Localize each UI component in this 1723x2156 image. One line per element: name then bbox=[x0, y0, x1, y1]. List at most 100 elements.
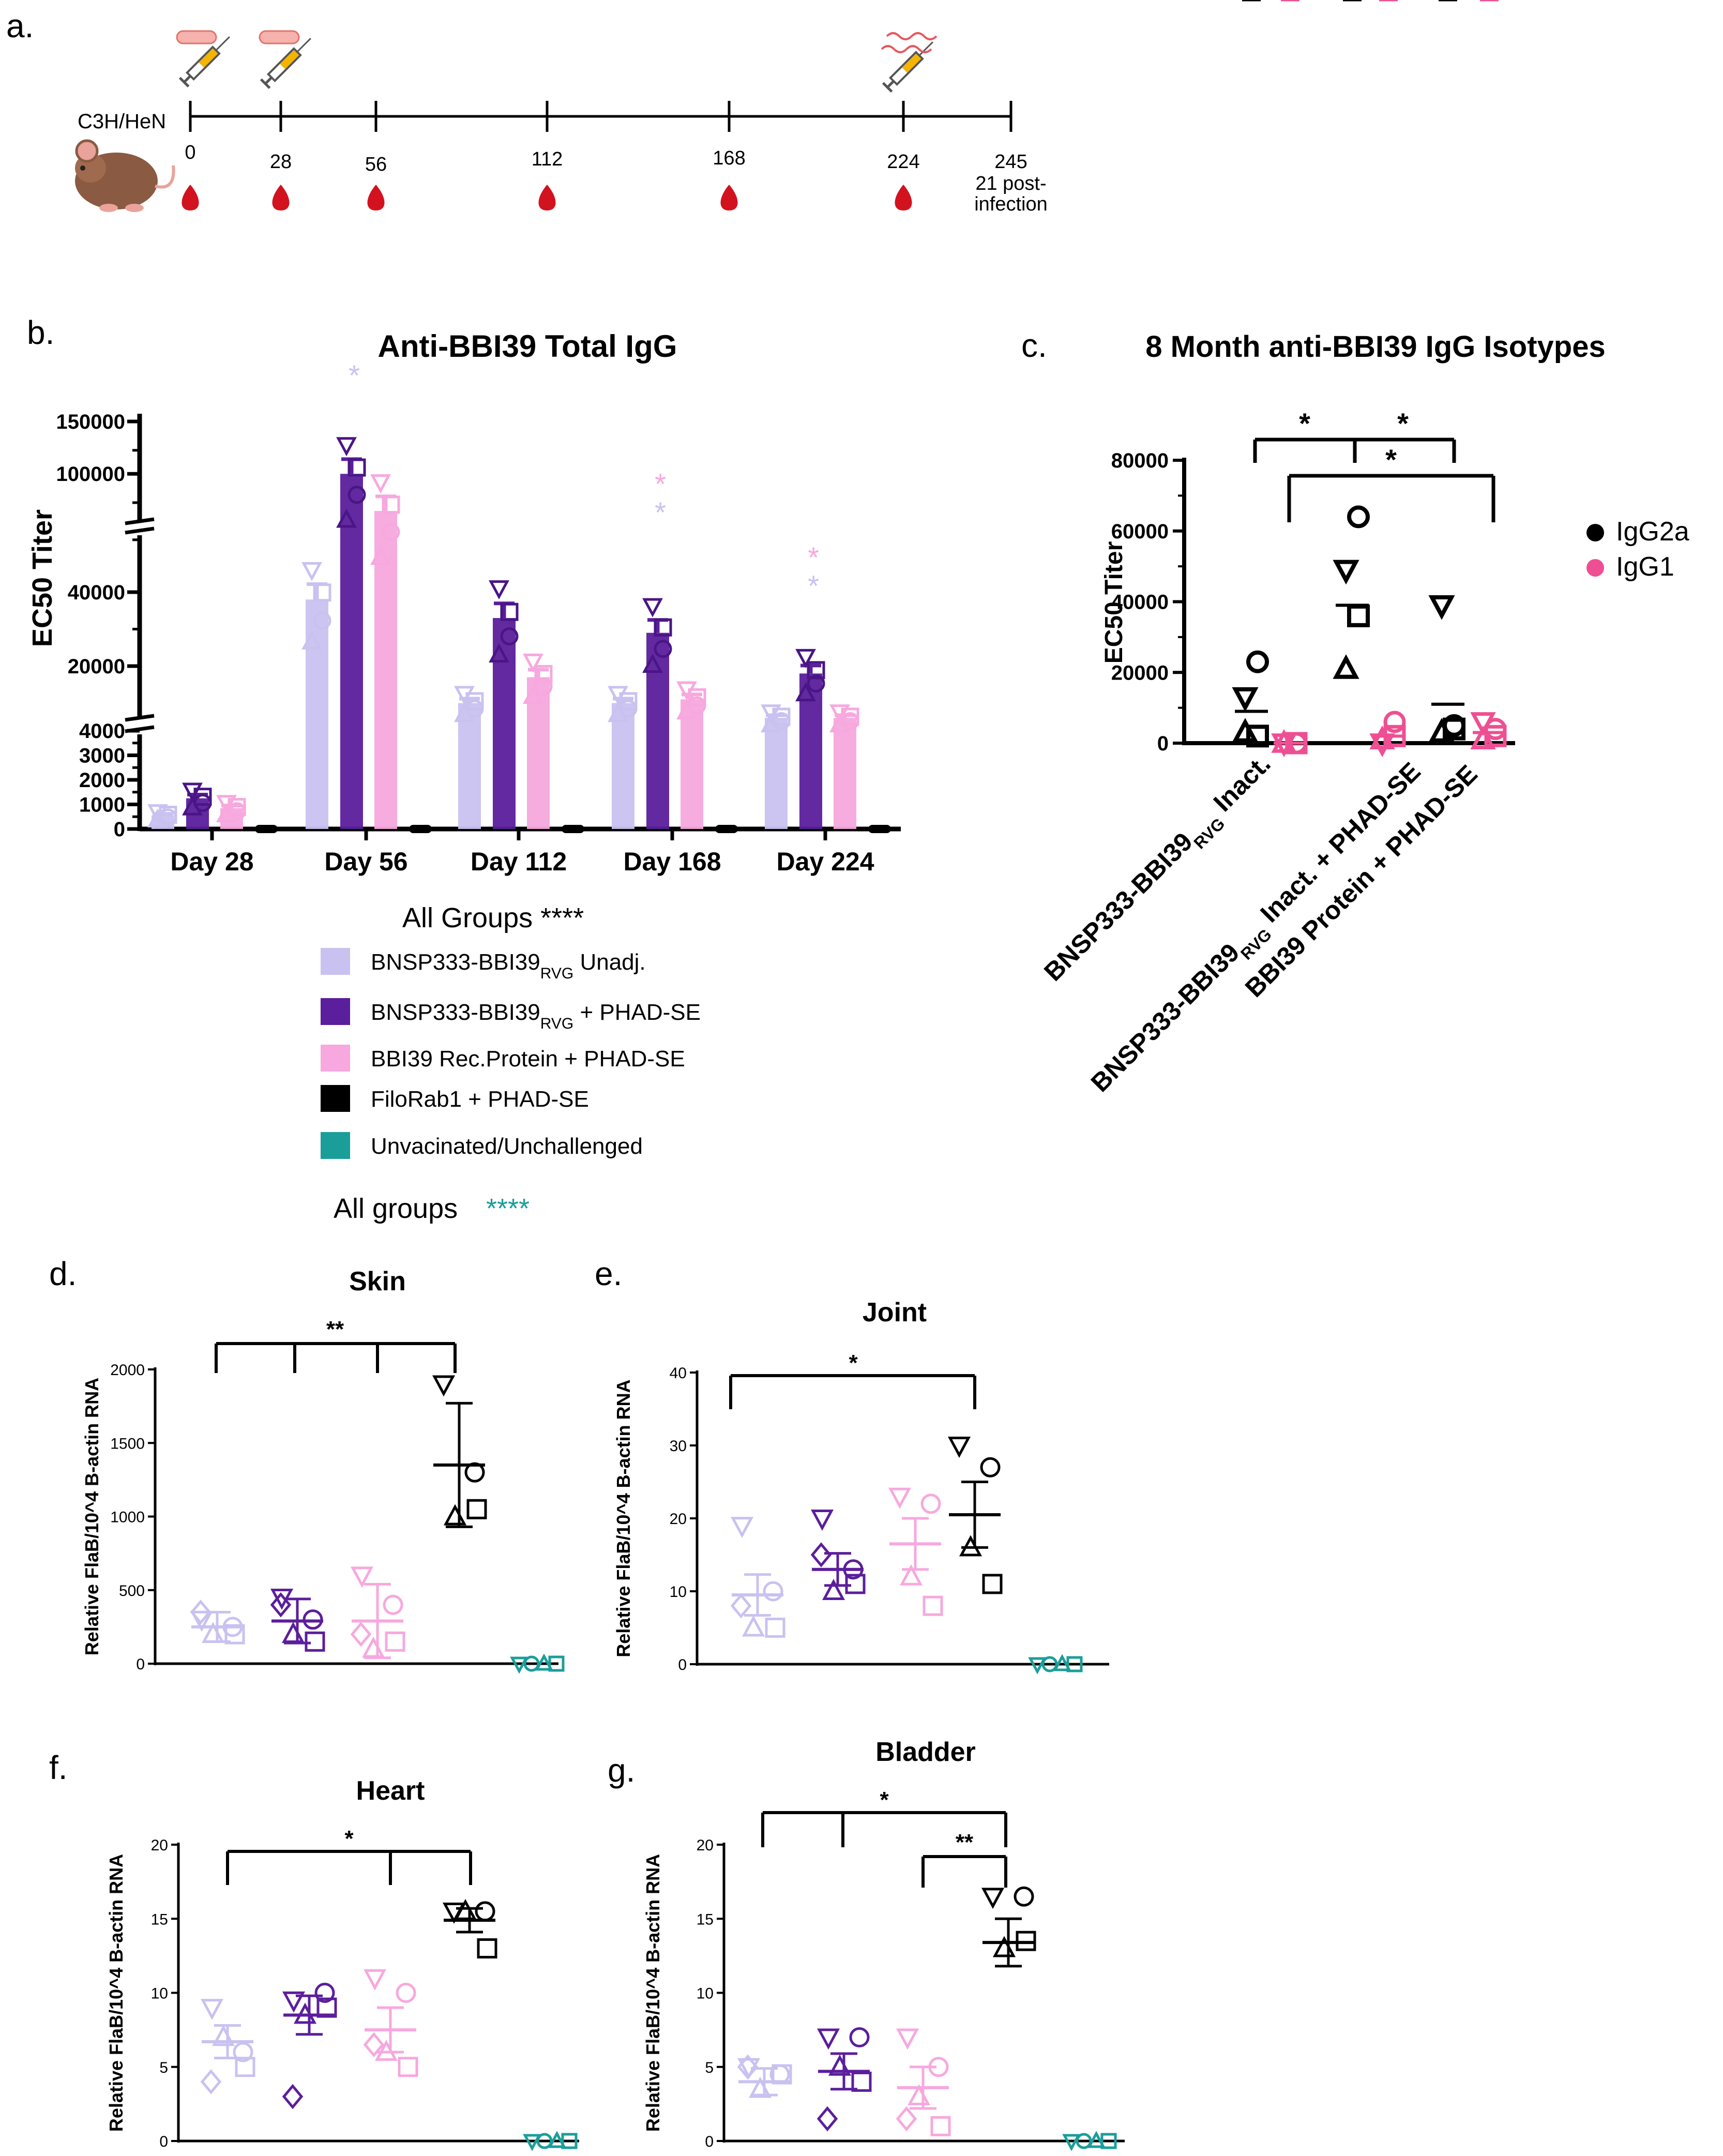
chart-b-point bbox=[182, 782, 203, 802]
chart-e-point bbox=[923, 1595, 943, 1616]
chart-d-point bbox=[305, 1631, 325, 1652]
chart-g-point bbox=[748, 2076, 772, 2098]
chart-f-point bbox=[314, 1983, 335, 2003]
chart-c-legend-dot bbox=[1586, 559, 1604, 577]
chart-f-point bbox=[293, 2002, 317, 2024]
chart-g-point bbox=[928, 2057, 949, 2077]
chart-d-point bbox=[350, 1566, 374, 1588]
legend-label: FiloRab1 + PHAD-SE bbox=[371, 1087, 589, 1112]
chart-f-point bbox=[477, 1938, 497, 1959]
chart-b-ytick-label: 4000 bbox=[79, 720, 125, 743]
chart-e-point bbox=[1053, 1654, 1071, 1671]
chart-e-point bbox=[888, 1487, 912, 1509]
chart-b-bar-filorab bbox=[868, 825, 891, 833]
chart-g-point bbox=[817, 2106, 838, 2132]
chart-b-significance-star: * bbox=[349, 359, 360, 391]
chart-b-bar-filorab bbox=[715, 825, 738, 833]
strain-label: C3H/HeN bbox=[78, 110, 166, 133]
chart-g-ytick-label: 5 bbox=[705, 2059, 714, 2076]
chart-e-point bbox=[982, 1574, 1003, 1594]
chart-b-point bbox=[608, 686, 628, 705]
chart-c-ylabel: EC50 Titer bbox=[1100, 541, 1128, 664]
chart-f-point bbox=[233, 2042, 253, 2062]
chart-c-category-label: BBI39 Protein + PHAD-SE bbox=[1240, 759, 1483, 1003]
bacteria-icon bbox=[259, 30, 300, 44]
chart-b-ytick-label: 100000 bbox=[56, 463, 125, 486]
blood-drop-icon bbox=[895, 185, 912, 210]
blood-drop-icon bbox=[182, 185, 199, 210]
chart-d-point bbox=[350, 1621, 372, 1647]
all-groups-label-2: All groups bbox=[334, 1193, 458, 1224]
chart-c-point bbox=[1232, 687, 1259, 712]
chart-b-point bbox=[465, 692, 484, 711]
chart-e-point bbox=[822, 1579, 845, 1600]
chart-d-point bbox=[281, 1622, 305, 1644]
chart-g-point bbox=[1076, 2133, 1092, 2149]
chart-b-point bbox=[370, 474, 391, 494]
chart-c-ytick-label: 80000 bbox=[1111, 449, 1169, 472]
chart-b-xtick-label: Day 224 bbox=[776, 847, 874, 876]
chart-b-bar-filorab bbox=[409, 825, 432, 833]
chart-c-category-label: BNSP333-BBI39RVG Inact. + PHAD-SE bbox=[1085, 757, 1431, 1103]
chart-d-point bbox=[548, 1655, 565, 1672]
chart-d-point bbox=[190, 1600, 211, 1625]
blood-drop-icon bbox=[367, 185, 385, 210]
chart-c-point bbox=[1333, 654, 1359, 679]
chart-e-title: Joint bbox=[863, 1298, 927, 1328]
chart-f-point bbox=[561, 2133, 578, 2149]
chart-b-point bbox=[159, 806, 177, 824]
chart-b-point bbox=[216, 803, 237, 822]
chart-b-point bbox=[534, 665, 553, 683]
chart-g-point bbox=[828, 2054, 852, 2076]
chart-b-ytick-label: 40000 bbox=[68, 581, 125, 604]
chart-g-point bbox=[1087, 2131, 1106, 2148]
mouse-icon bbox=[75, 139, 175, 212]
chart-f-point bbox=[374, 2040, 398, 2061]
chart-b-point bbox=[761, 704, 781, 724]
chart-d-ytick-label: 500 bbox=[119, 1582, 145, 1600]
chart-f-point bbox=[475, 1901, 495, 1922]
chart-b-point bbox=[807, 661, 825, 680]
chart-g-point bbox=[896, 2028, 919, 2050]
chart-b-bar bbox=[458, 703, 481, 829]
chart-e-ytick-label: 20 bbox=[670, 1511, 687, 1528]
chart-b-xtick-label: Day 56 bbox=[324, 847, 407, 876]
chart-b-point bbox=[347, 458, 366, 477]
chart-e-point bbox=[980, 1457, 1001, 1477]
chart-f-point bbox=[211, 2025, 235, 2046]
chart-f-point bbox=[363, 1969, 387, 1991]
spirochete-icon bbox=[881, 45, 932, 53]
all-groups-stars-2: **** bbox=[486, 1193, 530, 1224]
legend-label: BNSP333-BBI39RVG + PHAD-SE bbox=[371, 1000, 701, 1032]
chart-e-point bbox=[1028, 1657, 1047, 1675]
chart-b-axis-break bbox=[125, 526, 155, 535]
chart-b-point bbox=[523, 685, 543, 704]
chart-g-significance: ** bbox=[956, 1830, 974, 1855]
chart-g-point bbox=[851, 2071, 872, 2092]
chart-b-point bbox=[841, 707, 859, 726]
chart-f-point bbox=[200, 2069, 222, 2094]
chart-e-ytick-label: 0 bbox=[678, 1656, 687, 1673]
chart-b-bar-filorab bbox=[562, 825, 584, 833]
chart-b-point bbox=[182, 796, 203, 816]
chart-b-ytick-label: 150000 bbox=[56, 411, 125, 433]
chart-e-ylabel: Relative FlaB/10^4 B-actin RNA bbox=[613, 1379, 634, 1657]
chart-f-point bbox=[398, 2057, 418, 2077]
chart-f-title: Heart bbox=[356, 1776, 425, 1806]
chart-b-bar bbox=[340, 474, 363, 829]
chart-d-significance: ** bbox=[326, 1317, 344, 1342]
syringe-icon bbox=[260, 38, 311, 89]
spirochete-icon bbox=[886, 32, 938, 40]
chart-f-point bbox=[454, 1898, 477, 1920]
chart-b-point bbox=[336, 508, 357, 528]
chart-d-point bbox=[224, 1624, 245, 1645]
chart-d-point bbox=[222, 1617, 243, 1637]
blood-drop-icon bbox=[720, 185, 738, 210]
chart-b-bar bbox=[527, 677, 550, 829]
chart-c-point bbox=[1428, 595, 1455, 620]
chart-b-point bbox=[489, 643, 509, 663]
timeline-tick-label: 168 bbox=[713, 147, 745, 169]
chart-g-significance: * bbox=[880, 1787, 889, 1813]
chart-c-legend-label: IgG2a bbox=[1616, 517, 1689, 547]
chart-c-point bbox=[1246, 650, 1269, 673]
